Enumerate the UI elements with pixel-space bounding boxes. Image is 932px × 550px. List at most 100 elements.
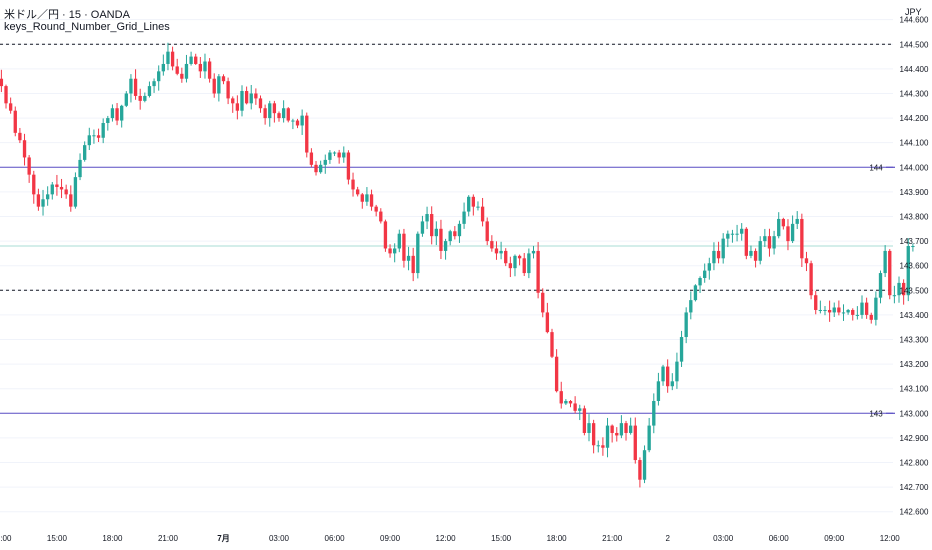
candle-body	[869, 314, 873, 320]
candle-body	[152, 81, 156, 87]
candle-body	[8, 103, 13, 111]
candle-body	[120, 105, 124, 121]
candle-body	[41, 199, 45, 207]
x-tick-label: 03:00	[713, 534, 734, 543]
candle	[471, 194, 476, 216]
candle	[467, 195, 471, 217]
candle-body	[545, 312, 550, 333]
candle-body	[735, 233, 739, 235]
candle-body	[744, 228, 748, 256]
candle-body	[582, 408, 587, 433]
candle	[318, 160, 323, 174]
candle-body	[87, 135, 91, 146]
candle	[369, 189, 374, 211]
candle-body	[416, 233, 420, 274]
candle-body	[707, 263, 711, 271]
candle-body	[379, 211, 383, 222]
candle	[83, 141, 87, 162]
candle	[851, 308, 855, 321]
candle-body	[138, 95, 142, 101]
candle	[355, 186, 360, 197]
y-tick-label: 143.200	[900, 360, 929, 369]
candle-body	[434, 228, 438, 237]
candle	[823, 306, 827, 316]
candle-body	[240, 91, 244, 111]
candle	[781, 217, 786, 230]
candle	[87, 127, 91, 151]
candle	[258, 95, 263, 113]
candle-body	[851, 309, 855, 315]
candle	[841, 304, 846, 321]
x-tick-label: 2	[665, 534, 670, 543]
y-tick-label: 144.600	[900, 16, 929, 25]
x-tick-label: 03:00	[269, 534, 290, 543]
candle-body	[841, 312, 846, 314]
y-tick-label: 143.800	[900, 212, 929, 221]
candle-body	[124, 93, 128, 106]
candle	[679, 330, 684, 367]
candle	[323, 154, 327, 174]
candle	[874, 291, 878, 326]
candle-body	[143, 95, 147, 101]
candle-body	[726, 233, 730, 239]
candle	[628, 417, 633, 435]
y-tick-label: 144.100	[900, 139, 929, 148]
candle	[180, 67, 184, 83]
candle-body	[522, 258, 526, 274]
candle-body	[272, 103, 277, 114]
candle	[231, 96, 235, 113]
candle-body	[772, 236, 776, 249]
candle	[342, 146, 346, 163]
candle	[138, 88, 142, 110]
y-tick-label: 144.400	[900, 65, 929, 74]
candle	[901, 279, 906, 305]
candle-body	[365, 194, 369, 202]
candle	[818, 300, 823, 314]
candle-body	[818, 309, 823, 311]
candle-body	[550, 332, 554, 357]
y-tick-label: 143.300	[900, 335, 929, 344]
candle	[129, 74, 133, 103]
candle	[8, 97, 13, 114]
candle-body	[18, 132, 22, 141]
candle	[545, 302, 550, 334]
candle-body	[494, 248, 499, 254]
candle-body	[619, 423, 624, 436]
candle	[693, 284, 698, 302]
candle	[485, 217, 489, 246]
candle	[888, 249, 892, 300]
candle-body	[430, 214, 434, 237]
candle-body	[420, 221, 425, 234]
candle-body	[425, 214, 429, 222]
candle-body	[221, 76, 226, 82]
candle-body	[615, 432, 619, 436]
candle	[4, 84, 8, 109]
candle-body	[110, 108, 115, 119]
candle-body	[753, 250, 758, 261]
candle-body	[300, 115, 304, 126]
candle	[740, 223, 744, 241]
candle	[41, 189, 45, 216]
candle	[406, 246, 411, 271]
candle-body	[693, 285, 698, 301]
candle-body	[0, 78, 4, 87]
candle-body	[578, 408, 582, 411]
candle	[670, 373, 674, 391]
candle-body	[804, 258, 809, 264]
candle-body	[591, 423, 596, 446]
candle-body	[291, 120, 295, 122]
candle-body	[305, 115, 309, 153]
candle-body	[504, 250, 508, 264]
candle	[698, 276, 702, 293]
candle-body	[59, 186, 64, 190]
y-tick-label: 143.600	[900, 262, 929, 271]
y-tick-label: 142.900	[900, 434, 929, 443]
y-tick-label: 143.900	[900, 188, 929, 197]
candle-body	[642, 450, 647, 480]
candle-body	[314, 164, 318, 173]
candle	[50, 181, 54, 200]
candle-body	[457, 223, 462, 237]
candle	[133, 69, 138, 100]
